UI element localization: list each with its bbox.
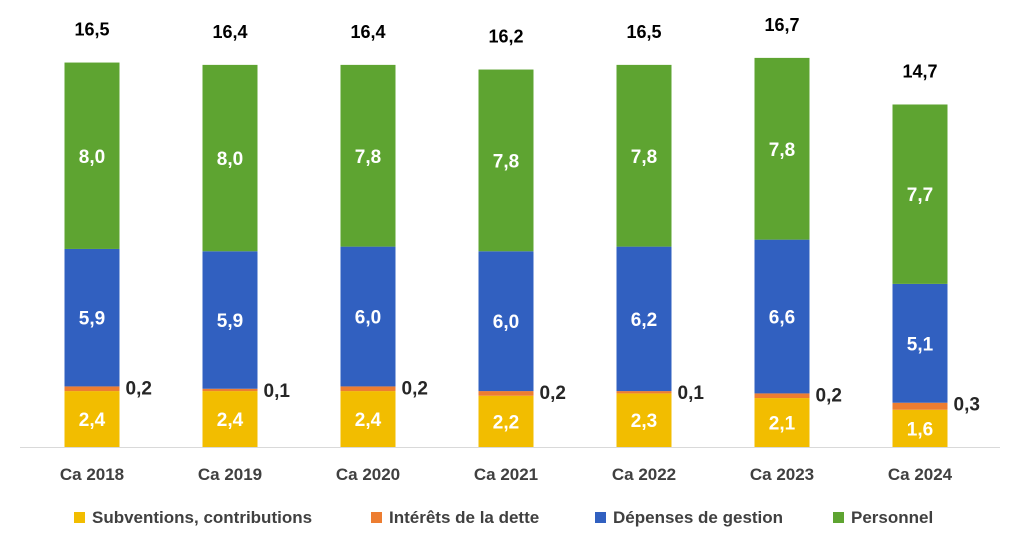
bar-segment (754, 398, 810, 447)
legend-swatch (833, 512, 844, 523)
bar-segment (616, 64, 672, 247)
bar-segment (340, 64, 396, 247)
bar-segment (616, 246, 672, 392)
data-label: 2,4 (217, 410, 244, 431)
data-label: 0,2 (126, 378, 152, 399)
bar-segment (64, 248, 120, 387)
bar-segment (64, 62, 120, 249)
legend-label: Personnel (851, 508, 933, 527)
data-label: 2,2 (493, 412, 519, 433)
bar-segment (340, 391, 396, 447)
data-label: 7,7 (907, 185, 933, 206)
data-label: 0,1 (678, 383, 705, 404)
bar-segment (478, 391, 534, 396)
data-label: 5,9 (79, 309, 105, 330)
category-label: Ca 2021 (474, 465, 538, 484)
bar-segment (754, 239, 810, 394)
category-label: Ca 2018 (60, 465, 124, 484)
data-label: 0,2 (402, 378, 428, 399)
bar-segment (202, 64, 258, 252)
legend-label: Subventions, contributions (92, 508, 312, 527)
bar-segment (202, 391, 258, 447)
total-label: 14,7 (902, 61, 937, 81)
total-label: 16,5 (626, 22, 661, 42)
category-label: Ca 2024 (888, 465, 953, 484)
category-label: Ca 2022 (612, 465, 676, 484)
total-label: 16,4 (212, 22, 247, 42)
data-label: 0,2 (816, 385, 842, 406)
bar-segment (340, 246, 396, 387)
data-label: 7,8 (631, 147, 657, 168)
data-label: 0,1 (264, 381, 291, 402)
bar-segment (202, 251, 258, 389)
data-label: 8,0 (217, 149, 243, 170)
total-label: 16,2 (488, 27, 523, 47)
data-label: 2,3 (631, 411, 657, 432)
category-label: Ca 2019 (198, 465, 262, 484)
data-label: 5,9 (217, 311, 243, 332)
legend-label: Dépenses de gestion (613, 508, 783, 527)
data-label: 6,0 (355, 308, 381, 329)
bar-segment (478, 395, 534, 447)
bar-segment (478, 251, 534, 392)
data-label: 0,2 (540, 383, 566, 404)
bar-segment (754, 57, 810, 240)
bar-segment (892, 283, 948, 403)
data-label: 6,0 (493, 312, 519, 333)
total-label: 16,4 (350, 22, 385, 42)
legend-swatch (74, 512, 85, 523)
bar-segment (754, 393, 810, 399)
data-label: 0,3 (954, 395, 980, 416)
data-label: 2,4 (355, 410, 382, 431)
data-label: 1,6 (907, 419, 933, 440)
total-label: 16,7 (764, 15, 799, 35)
data-label: 8,0 (79, 147, 105, 168)
bar-segment (616, 391, 672, 394)
bar-segment (202, 388, 258, 392)
bar-segment (892, 104, 948, 284)
bar-segment (478, 69, 534, 252)
data-label: 7,8 (493, 151, 519, 172)
data-label: 5,1 (907, 334, 934, 355)
bar-segment (892, 402, 948, 410)
bar-segment (64, 391, 120, 447)
category-label: Ca 2023 (750, 465, 814, 484)
total-label: 16,5 (74, 20, 109, 40)
data-label: 2,1 (769, 414, 796, 435)
data-label: 6,2 (631, 310, 657, 331)
bar-segment (64, 386, 120, 392)
data-label: 2,4 (79, 410, 106, 431)
bar-segment (340, 386, 396, 392)
bar-segment (616, 393, 672, 447)
data-label: 7,8 (355, 147, 381, 168)
bar-segment (892, 409, 948, 447)
legend-swatch (371, 512, 382, 523)
legend-swatch (595, 512, 606, 523)
category-label: Ca 2020 (336, 465, 400, 484)
data-label: 6,6 (769, 308, 795, 329)
data-label: 7,8 (769, 140, 795, 161)
legend-label: Intérêts de la dette (389, 508, 539, 527)
